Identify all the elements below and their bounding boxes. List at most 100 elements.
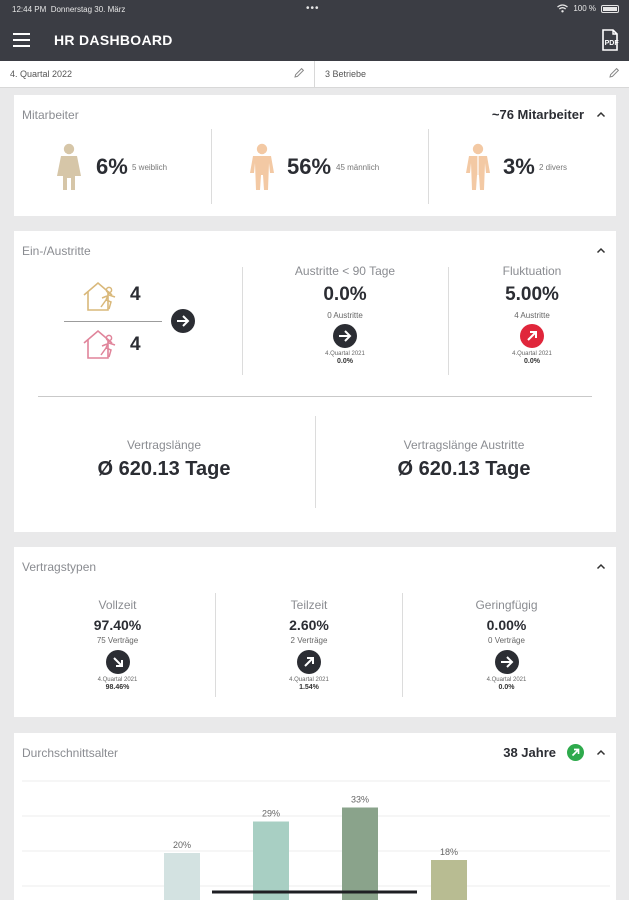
- divider: [215, 593, 216, 697]
- teilzeit-label: Teilzeit: [290, 598, 328, 612]
- trend-flat-icon: [333, 324, 357, 348]
- battery-icon: [601, 4, 619, 13]
- divider: [448, 267, 449, 375]
- austritte-90-block: Austritte < 90 Tage 0.0% 0 Austritte 4.Q…: [250, 264, 440, 366]
- vertragslaenge-austritte-block: Vertragslänge Austritte Ø 620.13 Tage: [316, 438, 612, 481]
- prev-period-label: 4.Quartal 2021: [289, 677, 329, 683]
- vollzeit-block: Vollzeit 97.40% 75 Verträge 4.Quartal 20…: [20, 598, 215, 692]
- geringfuegig-block: Geringfügig 0.00% 0 Verträge 4.Quartal 2…: [409, 598, 604, 692]
- diverse-person-icon: [466, 143, 490, 190]
- svg-text:PDF: PDF: [605, 40, 619, 47]
- average-age: 38 Jahre: [503, 745, 556, 760]
- filter-divider: [314, 61, 315, 88]
- house-exit-icon: [83, 329, 116, 359]
- vertragslaenge-austritte-value: Ø 620.13 Tage: [397, 458, 531, 480]
- bar-data-label: 20%: [173, 840, 191, 850]
- gender-female: 6% 5 weiblich: [54, 141, 204, 193]
- fluktuation-label: Fluktuation: [502, 264, 562, 278]
- teilzeit-value: 2.60%: [289, 617, 329, 633]
- female-person-icon: [57, 143, 81, 190]
- prev-period-label: 4.Quartal 2021: [486, 677, 527, 683]
- chart-bar: [431, 860, 467, 900]
- trend-down-icon: [105, 650, 130, 674]
- divider: [428, 129, 429, 204]
- prev-period-value: 98.46%: [105, 684, 130, 691]
- chart-bar: [253, 821, 289, 900]
- card-title: Mitarbeiter: [22, 108, 79, 122]
- card-mitarbeiter: Mitarbeiter ~76 Mitarbeiter 6% 5 weiblic…: [14, 95, 616, 216]
- status-right: 100 %: [557, 4, 619, 13]
- geringfuegig-value: 0.00%: [486, 617, 527, 633]
- divider: [38, 396, 592, 397]
- period-filter-label: 4. Quartal 2022: [10, 69, 73, 79]
- gender-male: 56% 45 männlich: [248, 141, 418, 193]
- vertragslaenge-label: Vertragslänge: [126, 438, 202, 452]
- app-bar: HR DASHBOARD PDF: [0, 20, 629, 61]
- exits-count: 4: [130, 334, 141, 355]
- female-count: 5 weiblich: [132, 163, 168, 172]
- card-title: Durchschnittsalter: [22, 746, 119, 760]
- divider: [64, 321, 162, 322]
- divider: [402, 593, 403, 697]
- diverse-percent: 3%: [503, 154, 535, 179]
- menu-icon[interactable]: [13, 33, 30, 47]
- chart-bar: [342, 807, 378, 900]
- multitask-dots-icon: •••: [306, 3, 320, 14]
- gender-diverse: 3% 2 divers: [464, 141, 604, 193]
- prev-period-value: 0.0%: [524, 358, 540, 365]
- card-title: Ein-/Austritte: [22, 244, 91, 258]
- filter-bar: 4. Quartal 2022 3 Betriebe: [0, 61, 629, 88]
- austritte-90-label: Austritte < 90 Tage: [294, 264, 396, 278]
- status-time-date: 12:44 PM Donnerstag 30. März: [12, 5, 126, 14]
- vollzeit-value: 97.40%: [93, 617, 142, 633]
- teilzeit-count: 2 Verträge: [290, 636, 328, 645]
- battery-percent: 100 %: [573, 4, 596, 13]
- male-percent: 56%: [287, 154, 332, 179]
- austritte-90-value: 0.0%: [323, 284, 367, 305]
- pdf-export-icon[interactable]: PDF: [601, 29, 619, 51]
- status-bar: 12:44 PM Donnerstag 30. März ••• 100 %: [0, 0, 629, 20]
- chevron-up-icon[interactable]: [596, 563, 606, 570]
- age-distribution-chart: 20% 29% 33% 18%: [22, 780, 610, 900]
- prev-period-label: 4.Quartal 2021: [325, 351, 365, 357]
- austritte-90-count: 0 Austritte: [327, 311, 363, 320]
- fluktuation-block: Fluktuation 5.00% 4 Austritte 4.Quartal …: [452, 264, 612, 366]
- divider: [242, 267, 243, 375]
- prev-period-value: 0.0%: [337, 358, 353, 365]
- employee-total: ~76 Mitarbeiter: [491, 107, 584, 122]
- chevron-up-icon[interactable]: [596, 749, 606, 756]
- wifi-icon: [557, 4, 569, 13]
- edit-pencil-icon[interactable]: [293, 67, 305, 79]
- prev-period-value: 1.54%: [299, 684, 319, 691]
- vertragslaenge-austritte-label: Vertragslänge Austritte: [403, 438, 525, 452]
- diverse-count: 2 divers: [539, 163, 568, 172]
- geringfuegig-label: Geringfügig: [475, 598, 538, 612]
- male-count: 45 männlich: [336, 163, 380, 172]
- bar-data-label: 18%: [440, 847, 458, 857]
- vollzeit-label: Vollzeit: [98, 598, 137, 612]
- male-person-icon: [250, 143, 274, 190]
- prev-period-label: 4.Quartal 2021: [97, 677, 138, 683]
- edit-pencil-icon[interactable]: [608, 67, 620, 79]
- vertragslaenge-value: Ø 620.13 Tage: [97, 458, 231, 480]
- arrow-right-icon: [171, 309, 195, 333]
- chart-bar: [164, 853, 200, 900]
- company-filter-label: 3 Betriebe: [325, 69, 367, 79]
- chevron-up-icon[interactable]: [596, 247, 606, 254]
- bar-data-label: 33%: [351, 795, 369, 805]
- vertragslaenge-block: Vertragslänge Ø 620.13 Tage: [14, 438, 314, 481]
- card-title: Vertragstypen: [22, 560, 97, 574]
- vollzeit-count: 75 Verträge: [96, 636, 139, 645]
- card-vertragstypen: Vertragstypen Vollzeit 97.40% 75 Verträg…: [14, 547, 616, 717]
- period-filter[interactable]: 4. Quartal 2022: [0, 61, 314, 88]
- fluktuation-value: 5.00%: [505, 284, 559, 305]
- prev-period-value: 0.0%: [498, 684, 515, 691]
- card-ein-austritte: Ein-/Austritte 4 4 Austritte < 90 Tage 0…: [14, 231, 616, 532]
- chevron-up-icon[interactable]: [596, 111, 606, 118]
- house-entry-icon: [83, 281, 116, 311]
- divider: [315, 416, 316, 508]
- company-filter[interactable]: 3 Betriebe: [315, 61, 629, 88]
- female-percent: 6%: [96, 154, 128, 179]
- trend-up-icon: [520, 324, 544, 348]
- prev-period-label: 4.Quartal 2021: [512, 351, 552, 357]
